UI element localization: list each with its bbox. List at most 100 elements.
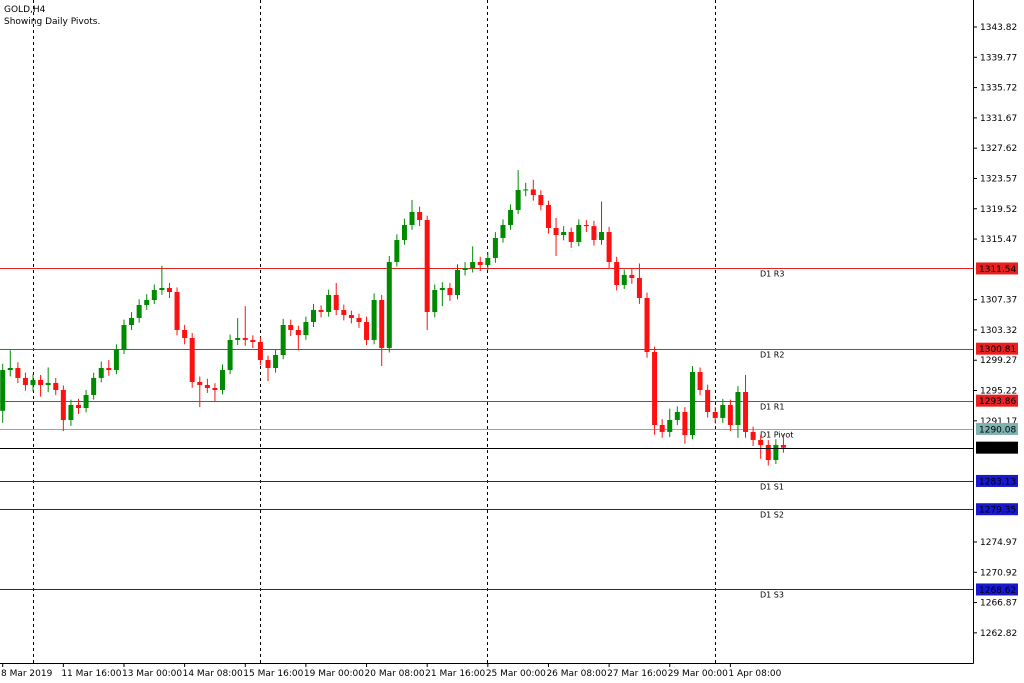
candle-body xyxy=(636,278,642,298)
candle-body xyxy=(735,392,741,425)
candle-body xyxy=(166,287,172,293)
pivot-label: D1 R1 xyxy=(760,403,784,412)
candle-body xyxy=(250,339,256,342)
candle-body xyxy=(417,211,423,220)
candle-body xyxy=(364,322,370,340)
y-tick-label: 1270.92 xyxy=(980,568,1017,578)
candle-body xyxy=(76,404,81,409)
x-tick-label: 20 Mar 08:00 xyxy=(365,669,425,679)
pivot-price-label: 1279.35 xyxy=(979,506,1016,516)
current-price-label: 1287.58 xyxy=(979,444,1016,454)
candle-body xyxy=(500,224,506,239)
candle-body xyxy=(348,314,354,318)
pivot-price-box xyxy=(976,394,1018,407)
x-tick-label: 27 Mar 16:00 xyxy=(607,669,667,679)
candle-body xyxy=(591,226,597,241)
x-tick-label: 1 Apr 08:00 xyxy=(728,669,781,679)
candle-body xyxy=(182,330,188,339)
candle-body xyxy=(614,262,620,285)
candle-body xyxy=(159,287,165,290)
pivot-price-box xyxy=(976,342,1018,355)
period-separators xyxy=(33,0,716,663)
candle-body xyxy=(667,419,673,432)
pivot-price-box xyxy=(976,503,1018,516)
candle-body xyxy=(462,267,468,271)
candle-body xyxy=(341,309,347,315)
candle-body xyxy=(439,287,445,290)
candle-body xyxy=(371,300,377,340)
x-tick-label: 25 Mar 00:00 xyxy=(486,669,546,679)
candle-body xyxy=(530,189,536,195)
y-tick-label: 1262.82 xyxy=(980,629,1017,639)
candle-body xyxy=(447,287,453,295)
candle-body xyxy=(235,338,241,340)
candle-body xyxy=(568,232,574,242)
x-tick-label: 19 Mar 00:00 xyxy=(304,669,364,679)
candle-body xyxy=(204,384,210,388)
y-tick-label: 1266.87 xyxy=(980,599,1017,609)
candle-body xyxy=(470,262,476,268)
candle-body xyxy=(621,274,627,285)
pivot-price-label: 1283.13 xyxy=(979,477,1016,487)
candle-body xyxy=(197,381,203,385)
pivot-price-box xyxy=(976,422,1018,435)
candle-body xyxy=(144,300,150,306)
candle-body xyxy=(121,324,127,350)
candle-body xyxy=(758,439,764,445)
candle-body xyxy=(295,330,301,336)
current-price-box xyxy=(976,441,1018,454)
pivot-label: D1 Pivot xyxy=(760,431,793,440)
y-tick-label: 1307.37 xyxy=(980,296,1017,306)
candle-body xyxy=(265,359,271,369)
candle-body xyxy=(220,370,226,390)
candle-body xyxy=(492,238,498,258)
candle-body xyxy=(174,292,180,331)
candle-body xyxy=(91,377,97,396)
candle-body xyxy=(652,351,658,425)
candle-body xyxy=(629,274,635,279)
candle-body xyxy=(689,371,695,436)
x-tick-label: 11 Mar 16:00 xyxy=(61,669,121,679)
candle-body xyxy=(401,224,407,241)
candle-body xyxy=(424,219,430,312)
pivot-price-label: 1311.54 xyxy=(979,265,1016,275)
candle-body xyxy=(242,338,248,340)
candle-body xyxy=(106,368,112,371)
candle-body xyxy=(477,262,483,266)
pivot-price-label: 1268.62 xyxy=(979,586,1016,596)
candle-body xyxy=(53,382,59,390)
candle-body xyxy=(386,262,392,348)
candle-body xyxy=(310,309,316,323)
chart-subtitle: Showing Daily Pivots. xyxy=(4,17,100,27)
y-tick-label: 1291.17 xyxy=(980,417,1017,427)
y-tick-label: 1299.27 xyxy=(980,356,1017,366)
candle-body xyxy=(576,224,582,242)
x-tick-label: 26 Mar 08:00 xyxy=(546,669,606,679)
pivot-price-box xyxy=(976,262,1018,275)
candle-body xyxy=(553,227,559,236)
candle-body xyxy=(599,232,605,241)
pivot-price-label: 1290.08 xyxy=(979,425,1016,435)
candle-body xyxy=(720,404,726,418)
candle-body xyxy=(727,404,733,425)
candle-body xyxy=(644,297,650,352)
candle-body xyxy=(83,395,89,409)
candle-body xyxy=(697,371,703,390)
candle-body xyxy=(409,211,415,225)
y-tick-label: 1315.47 xyxy=(980,235,1017,245)
candle-body xyxy=(22,377,28,385)
pivot-label: D1 R2 xyxy=(760,351,784,360)
candle-body xyxy=(38,379,44,385)
y-tick-label: 1319.52 xyxy=(980,205,1017,215)
pivot-label: D1 R3 xyxy=(760,270,784,279)
y-tick-label: 1295.22 xyxy=(980,387,1017,397)
x-tick-label: 14 Mar 08:00 xyxy=(183,669,243,679)
candle-body xyxy=(356,317,362,323)
candle-body xyxy=(98,368,104,378)
candle-body xyxy=(227,339,233,371)
y-tick-label: 1335.72 xyxy=(980,84,1017,94)
candle-body xyxy=(333,294,339,310)
candle-body xyxy=(273,354,279,369)
